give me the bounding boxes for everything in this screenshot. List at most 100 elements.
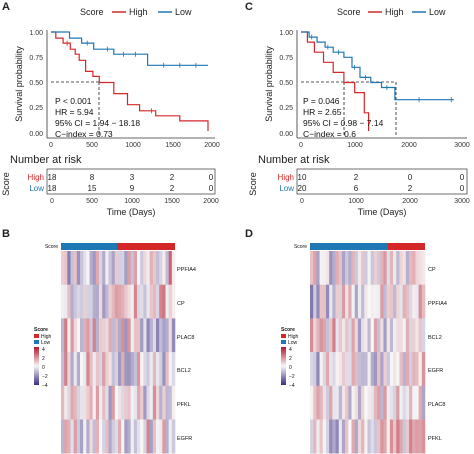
heatmap-cell: [168, 419, 173, 454]
heatmap-cell: [171, 318, 176, 353]
heatmap-cell: [162, 318, 166, 353]
heatmap-cell: [162, 352, 166, 387]
heatmap-cell: [143, 318, 147, 353]
heatmap-cell: [121, 352, 125, 387]
heatmap-cell: [130, 284, 135, 319]
heatmap-cell: [171, 419, 176, 454]
heatmap-cell: [137, 419, 141, 454]
heatmap-cell: [67, 284, 71, 319]
heatmap-cell: [332, 251, 336, 285]
heatmap-cell: [146, 352, 150, 387]
risk-a-xtick: 0: [50, 198, 54, 205]
heatmap-cell: [156, 284, 160, 319]
heatmap-cell: [380, 419, 384, 454]
heatmap-cell: [313, 385, 317, 420]
heatmap-cell: [95, 385, 100, 420]
heatmap-cell: [386, 318, 391, 353]
heatmap-cell: [383, 385, 387, 420]
heatmap-cell: [367, 284, 371, 319]
heatmap-cell: [329, 385, 333, 420]
heatmap-cell: [373, 284, 378, 319]
km-a-xtick: 2000: [204, 142, 220, 149]
heatmap-d-score-low-bar: [310, 243, 388, 250]
risk-c-xtick: 0: [300, 198, 304, 205]
heatmap-cell: [70, 385, 74, 420]
heatmap-cell: [118, 284, 122, 319]
heatmap-b-scale: 2: [42, 356, 45, 362]
heatmap-cell: [399, 318, 403, 353]
heatmap-cell: [95, 419, 100, 454]
risk-c-high-value: 2: [354, 173, 359, 182]
heatmap-cell: [335, 318, 340, 353]
heatmap-cell: [319, 385, 324, 420]
risk-c-xtick: 3000: [454, 198, 470, 205]
heatmap-cell: [402, 318, 407, 353]
heatmap-cell: [370, 419, 375, 454]
km-a-xtick: 0: [49, 142, 53, 149]
panel-a: A Score High Low Survival probability 1.…: [1, 1, 220, 217]
heatmap-cell: [73, 318, 78, 353]
legend-c-high-label: High: [385, 7, 404, 17]
heatmap-cell: [159, 385, 163, 420]
heatmap-cell: [354, 284, 359, 319]
heatmap-cell: [364, 419, 368, 454]
heatmap-cell: [143, 419, 147, 454]
heatmap-cell: [409, 352, 413, 387]
heatmap-cell: [364, 284, 368, 319]
heatmap-cell: [156, 352, 160, 387]
heatmap-cell: [99, 419, 103, 454]
heatmap-cell: [367, 352, 371, 387]
heatmap-cell: [171, 352, 176, 387]
heatmap-cell: [412, 251, 416, 285]
heatmap-cell: [418, 318, 423, 353]
heatmap-cell: [380, 352, 384, 387]
heatmap-cell: [83, 419, 87, 454]
heatmap-cell: [111, 284, 116, 319]
km-a-xtick: 1500: [165, 142, 181, 149]
heatmap-cell: [319, 318, 324, 353]
heatmap-cell: [351, 385, 356, 420]
heatmap-cell: [364, 352, 368, 387]
heatmap-cell: [412, 419, 416, 454]
heatmap-cell: [143, 352, 147, 387]
risk-c-title: Number at risk: [258, 154, 330, 166]
heatmap-cell: [399, 385, 403, 420]
heatmap-cell: [70, 419, 74, 454]
heatmap-b-gene: EGFR: [177, 436, 192, 442]
heatmap-cell: [121, 419, 125, 454]
heatmap-d-legend-title: Score: [281, 327, 295, 333]
heatmap-cell: [389, 251, 394, 285]
heatmap-cell: [165, 352, 169, 387]
heatmap-cell: [418, 419, 423, 454]
heatmap-cell: [393, 318, 397, 353]
heatmap-cell: [133, 385, 138, 420]
heatmap-cell: [162, 385, 166, 420]
heatmap-cell: [133, 419, 138, 454]
heatmap-cell: [124, 251, 128, 285]
heatmap-cell: [64, 284, 68, 319]
heatmap-cell: [313, 352, 317, 387]
legend-a-title: Score: [80, 7, 104, 17]
heatmap-cell: [102, 251, 106, 285]
heatmap-cell: [325, 419, 330, 454]
risk-a-high-value: 2: [170, 173, 175, 182]
heatmap-cell: [364, 251, 368, 285]
heatmap-cell: [140, 251, 144, 285]
heatmap-cell: [341, 385, 346, 420]
heatmap-cell: [325, 385, 330, 420]
heatmap-cell: [70, 352, 74, 387]
heatmap-cell: [149, 318, 154, 353]
heatmap-cell: [361, 385, 365, 420]
heatmap-cell: [421, 318, 426, 353]
risk-a-high-label: High: [28, 173, 44, 182]
heatmap-d-gene: CP: [428, 267, 436, 273]
heatmap-cell: [377, 385, 381, 420]
heatmap-cell: [325, 352, 330, 387]
heatmap-cell: [137, 284, 141, 319]
heatmap-cell: [377, 251, 381, 285]
heatmap-cell: [133, 251, 138, 285]
heatmap-cell: [105, 284, 109, 319]
heatmap-cell: [354, 318, 359, 353]
heatmap-cell: [421, 352, 426, 387]
